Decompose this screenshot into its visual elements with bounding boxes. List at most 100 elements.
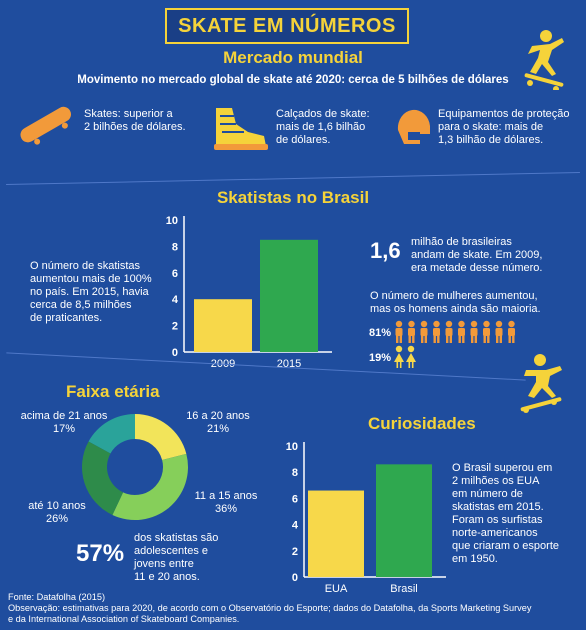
person-body xyxy=(495,328,503,336)
y-tick-label: 10 xyxy=(166,215,178,227)
age-label-ate-10: até 10 anos 26% xyxy=(28,500,86,525)
brasil-big-text: milhão de brasileiras andam de skate. Em… xyxy=(411,236,543,274)
faixa-big-text: dos skatistas são adolescentes e jovens … xyxy=(134,532,219,583)
men-icons xyxy=(395,320,515,343)
women-icons xyxy=(394,345,416,368)
y-tick-label: 8 xyxy=(292,467,298,479)
y-tick-label: 6 xyxy=(172,268,178,280)
person-leg xyxy=(411,362,414,368)
man-icon xyxy=(495,320,503,343)
y-tick-label: 0 xyxy=(172,347,178,359)
person-head xyxy=(395,345,403,353)
brasil-bar-chart: 024681020092015 xyxy=(166,215,332,370)
section-title-brasil: Skatistas no Brasil xyxy=(216,188,370,207)
mercado-item-equipamentos: Equipamentos de proteção para o skate: m… xyxy=(438,108,570,146)
man-icon xyxy=(445,320,453,343)
footer: Fonte: Datafolha (2015) Observação: esti… xyxy=(8,592,531,625)
person-leg xyxy=(474,335,477,343)
bar-2009 xyxy=(194,299,252,352)
section-title-mercado: Mercado mundial xyxy=(223,48,363,67)
person-leg xyxy=(433,335,436,343)
women-percent: 19% xyxy=(369,352,392,364)
person-leg xyxy=(512,335,515,343)
helmet-icon xyxy=(397,109,430,144)
person-body xyxy=(445,328,453,336)
person-body xyxy=(395,328,403,336)
y-tick-label: 4 xyxy=(172,294,179,306)
man-icon xyxy=(408,320,415,343)
person-body xyxy=(408,328,415,336)
person-head xyxy=(408,320,415,328)
age-donut-chart xyxy=(82,414,188,520)
person-leg xyxy=(483,335,486,343)
main-title-box: SKATE EM NÚMEROS xyxy=(165,8,409,44)
y-tick-label: 6 xyxy=(292,493,298,505)
mercado-subtitle: Movimento no mercado global de skate até… xyxy=(77,74,509,86)
man-icon xyxy=(470,320,478,343)
age-label-21plus: acima de 21 anos 17% xyxy=(20,410,108,435)
person-leg xyxy=(421,335,424,343)
brasil-gender-text: O número de mulheres aumentou, mas os ho… xyxy=(370,290,541,315)
person-head xyxy=(483,320,490,328)
person-head xyxy=(508,320,515,328)
person-leg xyxy=(499,335,502,343)
section-title-faixa: Faixa etária xyxy=(66,382,160,401)
divider xyxy=(6,171,580,186)
main-title: SKATE EM NÚMEROS xyxy=(178,14,396,37)
donut-slice-2 xyxy=(112,453,188,520)
donut-slice-0 xyxy=(88,414,135,454)
faixa-big-percent: 57% xyxy=(76,540,125,567)
person-head xyxy=(420,320,428,328)
person-body xyxy=(458,328,465,336)
person-body xyxy=(508,328,515,336)
section-title-curiosidades: Curiosidades xyxy=(368,414,476,433)
person-leg xyxy=(437,335,440,343)
person-body xyxy=(420,328,428,336)
y-tick-label: 10 xyxy=(286,441,298,453)
x-tick-label: EUA xyxy=(325,583,348,595)
man-icon xyxy=(420,320,428,343)
person-leg xyxy=(408,362,411,368)
person-leg xyxy=(408,335,411,343)
person-leg xyxy=(399,362,402,368)
mercado-item-skates: Skates: superior a 2 bilhões de dólares. xyxy=(84,108,186,133)
person-leg xyxy=(449,335,452,343)
person-head xyxy=(433,320,440,328)
men-percent: 81% xyxy=(369,327,392,339)
skateboard-icon xyxy=(20,106,72,145)
bar-Brasil xyxy=(376,464,432,577)
person-leg xyxy=(396,362,399,368)
person-leg xyxy=(458,335,461,343)
person-leg xyxy=(496,335,499,343)
person-leg xyxy=(399,335,402,343)
woman-icon xyxy=(394,345,404,368)
bar-EUA xyxy=(308,490,364,577)
mercado-item-calcados: Calçados de skate: mais de 1,6 bilhão de… xyxy=(276,108,370,146)
sneaker-icon xyxy=(214,108,268,150)
y-tick-label: 2 xyxy=(292,546,298,558)
man-icon xyxy=(483,320,490,343)
y-tick-label: 2 xyxy=(172,321,178,333)
person-head xyxy=(458,320,465,328)
person-head xyxy=(495,320,503,328)
skater-icon xyxy=(524,30,564,90)
age-label-11-15: 11 a 15 anos 36% xyxy=(194,490,258,515)
y-tick-label: 0 xyxy=(292,572,298,584)
person-head xyxy=(445,320,453,328)
person-body xyxy=(406,353,416,362)
person-leg xyxy=(396,335,399,343)
person-head xyxy=(395,320,403,328)
donut-slice-3 xyxy=(82,441,124,515)
person-leg xyxy=(471,335,474,343)
person-body xyxy=(470,328,478,336)
person-leg xyxy=(487,335,490,343)
y-tick-label: 8 xyxy=(172,241,178,253)
footer-note-2: e da International Association of Skateb… xyxy=(8,614,240,624)
age-label-16-20: 16 a 20 anos 21% xyxy=(186,410,250,435)
man-icon xyxy=(433,320,440,343)
person-leg xyxy=(412,335,415,343)
bar-2015 xyxy=(260,239,318,352)
person-body xyxy=(394,353,404,362)
curiosidades-bar-chart: 0 2 4 6 8 10 EUA Brasil xyxy=(286,441,446,595)
person-leg xyxy=(508,335,511,343)
